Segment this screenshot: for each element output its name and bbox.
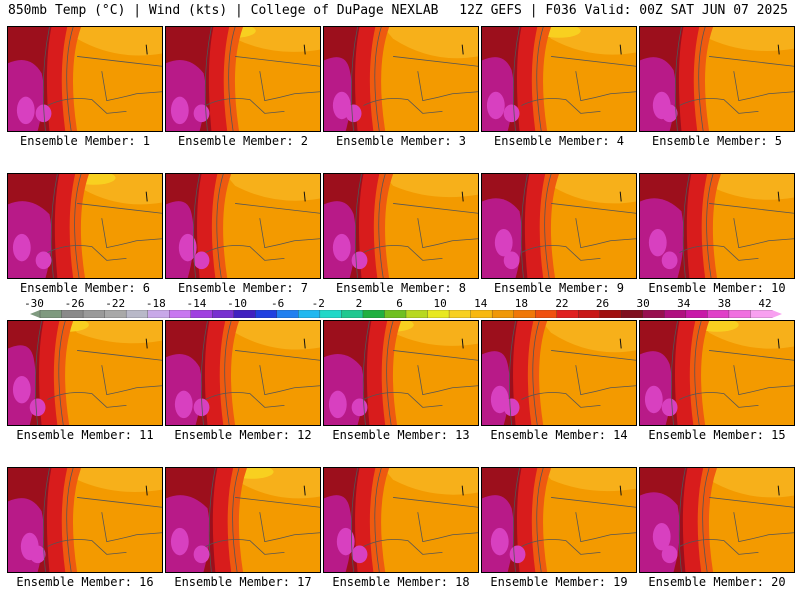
colorbar-segment	[362, 310, 386, 318]
colorbar-segment	[642, 310, 666, 318]
colorbar-segment	[298, 310, 321, 318]
ensemble-member-map-8	[323, 173, 479, 279]
colorbar-tick-label: 2	[355, 297, 363, 310]
colorbar-segment	[341, 310, 364, 318]
ensemble-member-label-14: Ensemble Member: 14	[490, 428, 628, 442]
ensemble-member-label-12: Ensemble Member: 12	[174, 428, 312, 442]
ensemble-member-label-6: Ensemble Member: 6	[19, 281, 151, 295]
ensemble-member-label-10: Ensemble Member: 10	[648, 281, 786, 295]
ensemble-member-label-2: Ensemble Member: 2	[177, 134, 309, 148]
colorbar-segment	[556, 310, 579, 318]
colorbar-tick-label: -6	[271, 297, 285, 310]
ensemble-member-label-4: Ensemble Member: 4	[493, 134, 625, 148]
ensemble-member-label-7: Ensemble Member: 7	[177, 281, 309, 295]
colorbar-tick-label: -14	[186, 297, 207, 310]
ensemble-member-map-10	[639, 173, 795, 279]
colorbar-segment	[728, 310, 752, 318]
colorbar-tick-label: 34	[677, 297, 691, 310]
temperature-colorbar	[30, 310, 782, 318]
ensemble-member-map-12	[165, 320, 321, 426]
colorbar-tick-label: -10	[227, 297, 247, 310]
colorbar-tick-label: 26	[595, 297, 610, 310]
ensemble-member-label-9: Ensemble Member: 9	[493, 281, 625, 295]
ensemble-member-label-1: Ensemble Member: 1	[19, 134, 151, 148]
colorbar-segment	[405, 310, 429, 318]
colorbar-segment	[255, 310, 278, 318]
ensemble-member-map-11	[7, 320, 163, 426]
colorbar-tick-label: 6	[396, 297, 403, 310]
ensemble-member-map-14	[481, 320, 637, 426]
ensemble-member-map-20	[639, 467, 795, 573]
ensemble-member-map-15	[639, 320, 795, 426]
ensemble-member-map-2	[165, 26, 321, 132]
colorbar-segment	[212, 310, 235, 318]
colorbar-tick-label: -26	[64, 297, 85, 310]
ensemble-member-label-16: Ensemble Member: 16	[16, 575, 154, 589]
ensemble-member-map-17	[165, 467, 321, 573]
colorbar-tick-label: 42	[758, 297, 772, 310]
colorbar-tick-label: 30	[636, 297, 650, 310]
ensemble-member-map-16	[7, 467, 163, 573]
colorbar-segment	[621, 310, 644, 318]
ensemble-member-label-17: Ensemble Member: 17	[174, 575, 312, 589]
map-header-title: 850mb Temp (°C) | Wind (kts) | College o…	[8, 3, 439, 18]
ensemble-member-label-5: Ensemble Member: 5	[651, 134, 783, 148]
colorbar-segment	[82, 310, 106, 318]
colorbar-segment	[427, 310, 450, 318]
colorbar-segment	[61, 310, 84, 318]
ensemble-member-map-5	[639, 26, 795, 132]
ensemble-member-map-7	[165, 173, 321, 279]
colorbar-segment	[104, 310, 127, 318]
colorbar-segment	[707, 310, 730, 318]
ensemble-member-map-3	[323, 26, 479, 132]
colorbar-segment	[233, 310, 256, 318]
colorbar-segment	[190, 310, 213, 318]
ensemble-member-label-19: Ensemble Member: 19	[490, 575, 628, 589]
ensemble-member-label-3: Ensemble Member: 3	[335, 134, 467, 148]
colorbar-segment	[513, 310, 536, 318]
ensemble-member-map-6	[7, 173, 163, 279]
colorbar-tick-label: -30	[24, 297, 44, 310]
ensemble-member-map-19	[481, 467, 637, 573]
ensemble-member-map-9	[481, 173, 637, 279]
ensemble-member-map-1	[7, 26, 163, 132]
colorbar-tick-label: 18	[514, 297, 528, 310]
colorbar-segment	[125, 310, 149, 318]
ensemble-member-label-15: Ensemble Member: 15	[648, 428, 786, 442]
colorbar-tick-label: -2	[311, 297, 325, 310]
colorbar-segment	[750, 310, 773, 318]
colorbar-tick-label: 22	[555, 297, 569, 310]
ensemble-member-label-13: Ensemble Member: 13	[332, 428, 470, 442]
colorbar-tick-label: -18	[145, 297, 166, 310]
ensemble-member-label-20: Ensemble Member: 20	[648, 575, 786, 589]
colorbar-segment	[39, 310, 63, 318]
colorbar-segment	[685, 310, 709, 318]
colorbar-segment	[470, 310, 493, 318]
ensemble-member-label-8: Ensemble Member: 8	[335, 281, 467, 295]
colorbar-right-arrow	[772, 310, 782, 318]
colorbar-segment	[276, 310, 300, 318]
map-header-valid-time: 12Z GEFS | F036 Valid: 00Z SAT JUN 07 20…	[459, 3, 788, 18]
ensemble-member-map-13	[323, 320, 479, 426]
colorbar-segment	[578, 310, 601, 318]
ensemble-member-label-18: Ensemble Member: 18	[332, 575, 470, 589]
colorbar-left-arrow	[30, 310, 40, 318]
colorbar-segment	[535, 310, 558, 318]
ensemble-member-label-11: Ensemble Member: 11	[16, 428, 154, 442]
ensemble-member-map-18	[323, 467, 479, 573]
ensemble-member-map-4	[481, 26, 637, 132]
colorbar-tick-label: 38	[717, 297, 731, 310]
colorbar-segment	[448, 310, 472, 318]
colorbar-segment	[664, 310, 687, 318]
colorbar-segment	[319, 310, 343, 318]
colorbar-tick-label: -22	[105, 297, 126, 310]
colorbar-segment	[169, 310, 192, 318]
colorbar-segment	[384, 310, 407, 318]
colorbar-segment	[147, 310, 170, 318]
colorbar-segment	[491, 310, 515, 318]
colorbar-segment	[599, 310, 622, 318]
colorbar-tick-label: 10	[433, 297, 447, 310]
colorbar-tick-label: 14	[474, 297, 488, 310]
